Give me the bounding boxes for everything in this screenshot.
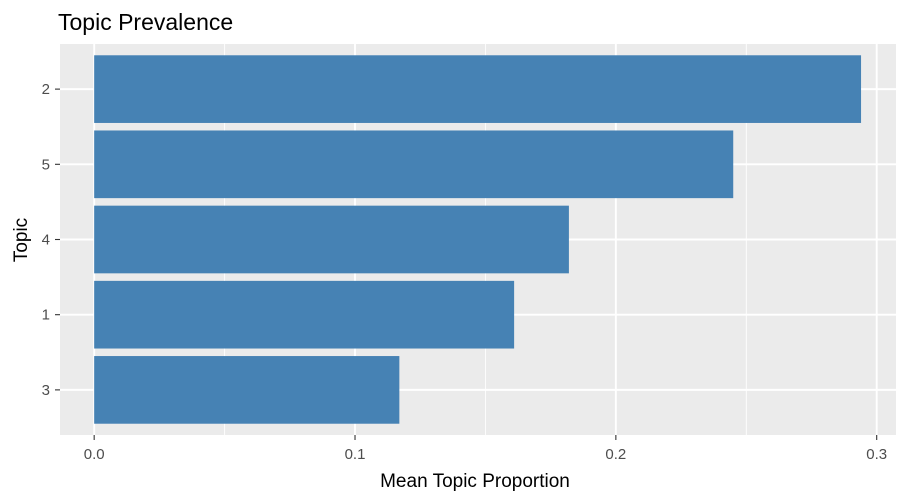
bar-topic-3 — [94, 356, 400, 424]
x-tick-label: 0.0 — [84, 446, 105, 463]
x-tick-label: 0.3 — [866, 446, 887, 463]
x-axis-ticks: 0.0 0.1 0.2 0.3 — [84, 435, 887, 463]
bar-topic-4 — [94, 205, 569, 274]
y-axis-ticks: 2 5 4 1 3 — [42, 81, 60, 399]
bar-topic-5 — [94, 130, 734, 199]
bar-topic-1 — [94, 280, 515, 349]
y-tick-label: 1 — [42, 307, 50, 324]
y-tick-label: 4 — [42, 232, 50, 249]
bar-topic-2 — [94, 55, 862, 123]
y-tick-label: 5 — [42, 156, 50, 173]
y-tick-label: 2 — [42, 81, 50, 98]
y-axis-title: Topic — [11, 218, 32, 262]
x-tick-label: 0.2 — [605, 446, 626, 463]
bars — [94, 55, 862, 424]
chart-title: Topic Prevalence — [58, 9, 233, 35]
x-axis-title: Mean Topic Proportion — [380, 471, 570, 492]
y-tick-label: 3 — [42, 382, 50, 399]
x-tick-label: 0.1 — [345, 446, 366, 463]
